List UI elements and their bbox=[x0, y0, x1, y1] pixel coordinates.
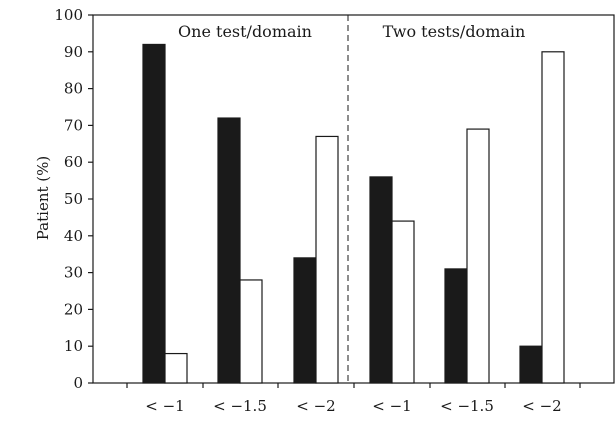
x-tick-label: < −2 bbox=[296, 397, 335, 415]
y-tick-label: 90 bbox=[64, 43, 83, 61]
bar-light bbox=[541, 51, 565, 384]
y-tick-label: 30 bbox=[64, 264, 83, 282]
y-tick-label: 50 bbox=[64, 190, 83, 208]
plot-frame bbox=[92, 14, 615, 384]
bar-dark bbox=[444, 268, 468, 384]
y-tick-label: 20 bbox=[64, 300, 83, 318]
bar-dark bbox=[369, 176, 393, 384]
y-tick-label: 0 bbox=[73, 374, 83, 392]
axes bbox=[88, 14, 615, 388]
x-tick-label: < −1 bbox=[145, 397, 184, 415]
x-tick-label: < −1.5 bbox=[213, 397, 267, 415]
y-tick-label: 70 bbox=[64, 116, 83, 134]
bar-dark bbox=[519, 345, 543, 384]
y-tick-label: 40 bbox=[64, 227, 83, 245]
group-label: Two tests/domain bbox=[383, 22, 526, 41]
bar-light bbox=[315, 135, 339, 384]
bar-light bbox=[164, 352, 188, 384]
x-tick-label: < −2 bbox=[522, 397, 561, 415]
y-tick-label: 10 bbox=[64, 337, 83, 355]
y-tick-label: 60 bbox=[64, 153, 83, 171]
y-axis-label: Patient (%) bbox=[34, 156, 52, 240]
group-label: One test/domain bbox=[178, 22, 312, 41]
bar-light bbox=[391, 220, 415, 384]
x-tick-label: < −1 bbox=[372, 397, 411, 415]
bar-light bbox=[239, 279, 263, 384]
bar-dark bbox=[142, 43, 166, 384]
bars bbox=[142, 43, 565, 384]
bar-light bbox=[466, 128, 490, 384]
bar-dark bbox=[293, 257, 317, 384]
x-tick-label: < −1.5 bbox=[440, 397, 494, 415]
y-tick-label: 80 bbox=[64, 80, 83, 98]
bar-dark bbox=[217, 117, 241, 384]
y-tick-label: 100 bbox=[54, 6, 83, 24]
labels: 0 10 20 30 40 50 60 70 80 90 100 < −1 < −1.5 < −2 < −1… bbox=[54, 6, 561, 415]
